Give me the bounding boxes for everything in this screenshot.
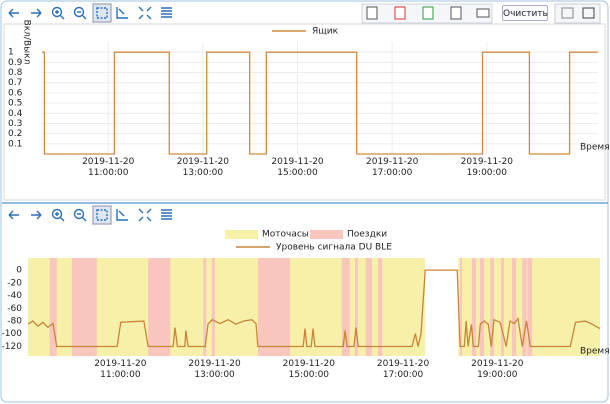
band xyxy=(211,258,216,356)
x-tick-label: 2019-11-20 17:00:00 xyxy=(366,157,419,178)
band xyxy=(148,258,171,356)
y-tick-label: 1 xyxy=(8,48,14,58)
y-tick-label: -60 xyxy=(7,304,22,314)
y-tick-label: 0.6 xyxy=(8,88,23,98)
band xyxy=(511,258,517,356)
export-button[interactable] xyxy=(450,6,462,20)
x-tick-label: 2019-11-20 15:00:00 xyxy=(282,359,335,380)
zoom-in-button[interactable] xyxy=(51,208,65,222)
y-tick-label: -80 xyxy=(7,317,22,327)
y-tick-label: 0.9 xyxy=(8,58,23,68)
legend-label: Поездки xyxy=(347,230,387,240)
y-tick-label: 0.5 xyxy=(8,99,22,109)
x-tick-label: 2019-11-20 11:00:00 xyxy=(94,359,147,380)
y-tick-label: 0.3 xyxy=(8,119,22,129)
toolbar-top xyxy=(8,3,172,23)
y-tick-label: -100 xyxy=(2,329,23,339)
zoom-out-button[interactable] xyxy=(73,6,87,20)
list-button[interactable] xyxy=(161,209,172,220)
band xyxy=(203,258,207,356)
select-zoom-button[interactable] xyxy=(92,205,112,225)
band xyxy=(71,258,97,356)
select-zoom-button[interactable] xyxy=(92,3,112,23)
x-tick-label: 2019-11-20 13:00:00 xyxy=(176,157,230,178)
axis-zoom-button[interactable] xyxy=(116,7,128,19)
forward-button[interactable] xyxy=(31,210,42,220)
band xyxy=(522,258,527,356)
y-tick-label: -40 xyxy=(7,291,22,301)
print-button[interactable] xyxy=(476,8,490,18)
band xyxy=(365,258,372,356)
clear-button[interactable]: Очистить xyxy=(502,5,548,21)
toolbar-right xyxy=(361,3,601,24)
y-tick-label: 0.1 xyxy=(8,139,22,149)
back-button[interactable] xyxy=(8,8,19,18)
x-tick-label: 2019-11-20 19:00:00 xyxy=(460,157,513,178)
legend-swatch xyxy=(225,230,258,239)
forward-button[interactable] xyxy=(31,8,42,18)
list-button[interactable] xyxy=(161,7,172,18)
y-tick-label: -20 xyxy=(7,278,22,288)
y-axis-label: Вкл/Выкл xyxy=(22,20,32,65)
band xyxy=(378,258,383,356)
y-tick-label: -120 xyxy=(2,342,23,352)
axis-zoom-button[interactable] xyxy=(116,209,128,221)
x-tick-label: 2019-11-20 13:00:00 xyxy=(188,359,241,380)
back-button[interactable] xyxy=(8,210,19,220)
x-tick-label: 2019-11-20 17:00:00 xyxy=(376,359,430,380)
x-axis-label: Время xyxy=(580,143,610,153)
y-tick-label: 0.4 xyxy=(8,109,23,119)
band xyxy=(501,258,504,356)
band xyxy=(341,258,350,356)
legend-label: Моточасы xyxy=(262,230,309,240)
fit-button[interactable] xyxy=(138,208,152,222)
band xyxy=(257,258,290,356)
chart-button[interactable] xyxy=(582,7,595,19)
band xyxy=(490,258,494,356)
band xyxy=(479,258,485,356)
band xyxy=(49,258,57,356)
y-tick-label: 0.7 xyxy=(8,78,22,88)
y-tick-label: 0 xyxy=(16,266,22,276)
legend-label: Ящик xyxy=(312,27,339,37)
x-tick-label: 2019-11-20 11:00:00 xyxy=(82,157,135,178)
map-button[interactable] xyxy=(561,7,574,19)
data-line xyxy=(27,269,601,348)
zoom-out-button[interactable] xyxy=(73,208,87,222)
x-tick-label: 2019-11-20 15:00:00 xyxy=(271,157,324,178)
y-tick-label: 0.2 xyxy=(8,129,22,139)
legend-label: Уровень сигнала DU BLE xyxy=(276,243,392,253)
zoom-in-button[interactable] xyxy=(51,6,65,20)
band xyxy=(460,258,462,356)
x-tick-label: 2019-11-20 19:00:00 xyxy=(471,359,524,380)
doc-button[interactable] xyxy=(366,6,378,20)
toolbar-bottom xyxy=(8,205,172,225)
excel-button[interactable] xyxy=(422,6,434,20)
legend-swatch xyxy=(310,230,343,239)
chart-panel-1 xyxy=(3,23,606,201)
y-tick-label: 0.8 xyxy=(8,68,23,78)
x-axis-label: Время xyxy=(580,347,610,357)
fit-button[interactable] xyxy=(138,6,152,20)
band xyxy=(354,258,358,356)
band xyxy=(471,258,477,356)
pdf-button[interactable] xyxy=(394,6,406,20)
band xyxy=(527,258,533,356)
data-line xyxy=(42,51,598,155)
